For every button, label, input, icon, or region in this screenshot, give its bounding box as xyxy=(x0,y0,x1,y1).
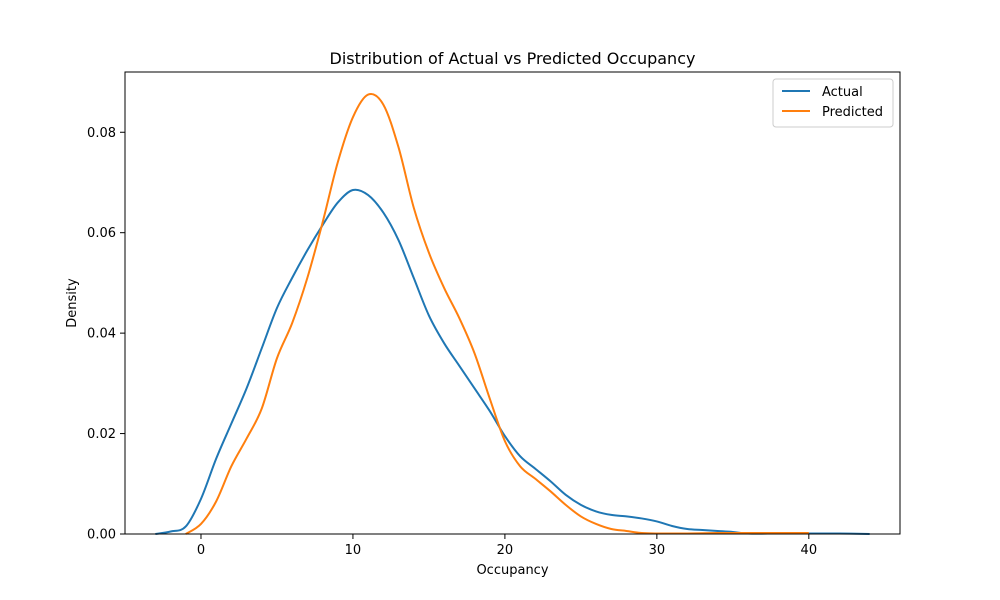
x-axis-ticks: 0 10 20 30 40 xyxy=(197,534,817,558)
y-tick-label: 0.06 xyxy=(87,226,116,241)
y-axis-ticks: 0.00 0.02 0.04 0.06 0.08 xyxy=(87,126,125,543)
plot-frame xyxy=(124,71,901,535)
y-tick-label: 0.02 xyxy=(87,427,116,442)
x-tick-label: 0 xyxy=(197,543,205,558)
y-axis-label: Density xyxy=(65,278,80,328)
series-line-actual xyxy=(155,188,870,535)
y-tick-label: 0.04 xyxy=(87,327,116,342)
x-axis-label: Occupancy xyxy=(476,563,548,578)
series-line-predicted xyxy=(185,93,809,535)
x-tick-label: 30 xyxy=(649,543,666,558)
legend-label-predicted: Predicted xyxy=(822,105,883,120)
x-tick-label: 40 xyxy=(801,543,818,558)
legend-label-actual: Actual xyxy=(822,85,863,100)
series-lines xyxy=(155,93,870,535)
x-tick-label: 10 xyxy=(345,543,362,558)
chart-title: Distribution of Actual vs Predicted Occu… xyxy=(330,49,696,68)
y-tick-label: 0.00 xyxy=(87,528,116,543)
y-tick-label: 0.08 xyxy=(87,126,116,141)
legend: Actual Predicted xyxy=(772,78,894,128)
x-tick-label: 20 xyxy=(497,543,514,558)
